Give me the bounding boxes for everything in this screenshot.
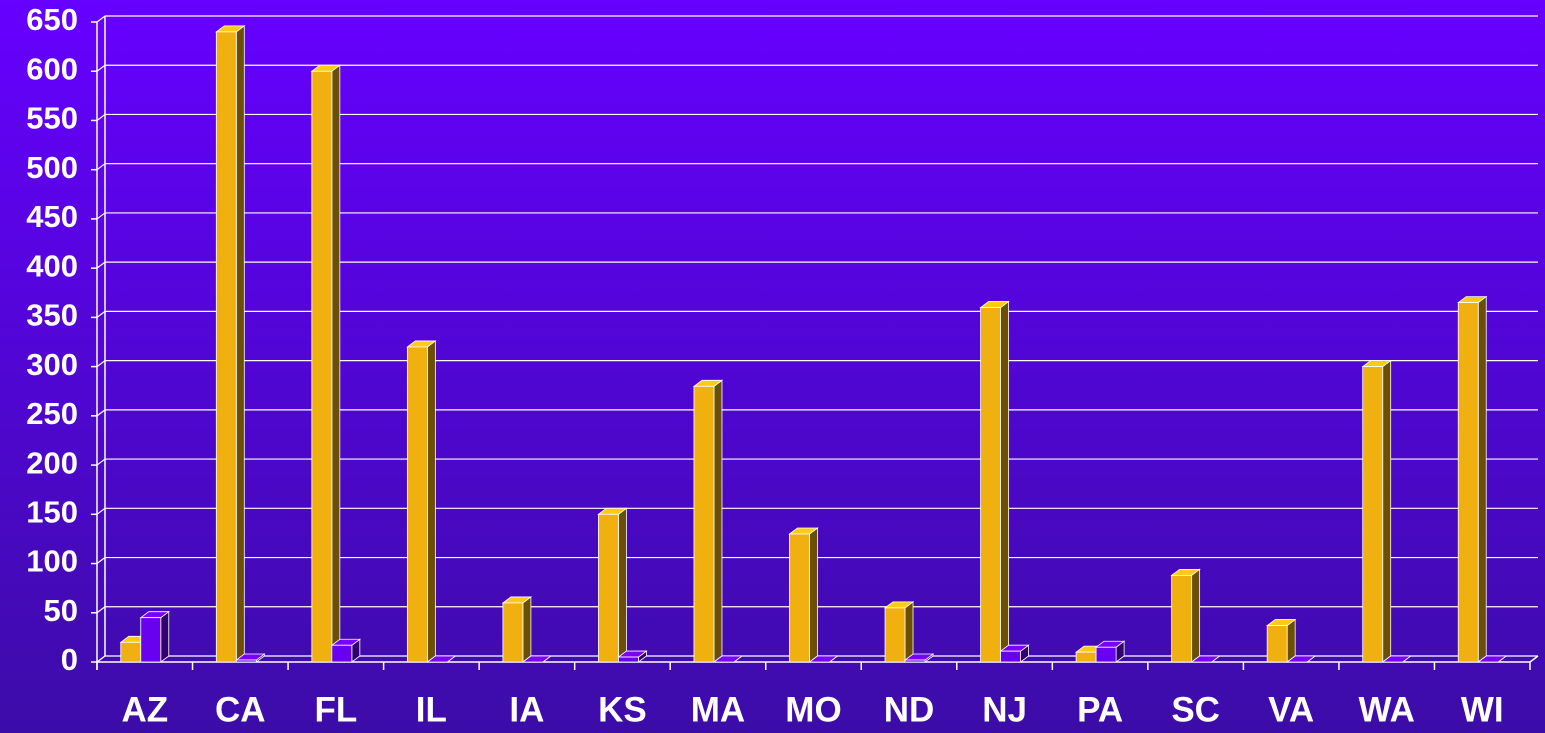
grid-line-depth <box>96 360 106 368</box>
grid-line-depth <box>96 606 106 614</box>
bar-top <box>1285 655 1317 663</box>
bar <box>331 644 353 663</box>
y-tick-label: 350 <box>26 298 78 333</box>
bar <box>1362 366 1384 663</box>
bar-side <box>904 601 914 663</box>
y-tick-label: 250 <box>26 396 78 431</box>
grid-line-depth <box>96 261 106 269</box>
x-tick-label: MA <box>691 690 745 729</box>
grid-line-depth <box>96 310 106 318</box>
bar <box>1075 651 1097 663</box>
grid-line-depth <box>96 409 106 417</box>
x-tick-label: MO <box>785 690 841 729</box>
grid-line-depth <box>96 212 106 220</box>
grid-line-depth <box>96 557 106 565</box>
y-tick-label: 650 <box>26 2 78 37</box>
bar <box>1095 646 1117 663</box>
bar <box>1171 574 1193 663</box>
x-tick-label: WI <box>1461 690 1504 729</box>
x-tick-label: VA <box>1268 690 1314 729</box>
bar-side <box>235 25 245 663</box>
bar <box>693 385 715 663</box>
y-tick-label: 100 <box>26 544 78 579</box>
bar-top <box>808 655 839 663</box>
bar-top <box>712 655 744 663</box>
bar <box>789 533 810 663</box>
x-tick-label: NJ <box>982 690 1027 729</box>
bar-side <box>331 64 341 663</box>
bar-side <box>809 527 818 663</box>
grid-line-depth <box>96 64 106 72</box>
x-tick-label: FL <box>314 690 357 729</box>
x-tick-label: AZ <box>121 690 168 729</box>
bar <box>980 307 1001 663</box>
bar <box>215 31 237 663</box>
y-tick-label: 450 <box>26 199 78 234</box>
y-tick-label: 600 <box>26 51 78 86</box>
bar-side <box>426 340 436 663</box>
grid-line-depth <box>96 655 106 663</box>
bar <box>618 656 639 663</box>
bar-side <box>1000 300 1009 663</box>
grid-line-depth <box>96 507 106 515</box>
bar <box>140 617 162 663</box>
bar-side <box>1477 295 1487 663</box>
bar-top <box>1190 655 1221 663</box>
bar <box>1266 625 1288 663</box>
x-tick-label: WA <box>1359 690 1415 729</box>
bar-side <box>160 610 170 663</box>
bar <box>884 607 906 663</box>
bar-top <box>1477 655 1508 663</box>
bar-top <box>426 655 457 663</box>
bar-side <box>618 507 627 663</box>
x-axis-depth <box>1529 655 1539 663</box>
y-tick-label: 150 <box>26 494 78 529</box>
bar <box>120 641 142 663</box>
x-tick-label: KS <box>598 690 647 729</box>
bar-side <box>1286 618 1296 663</box>
x-tick-label: PA <box>1077 690 1123 729</box>
y-tick-label: 50 <box>44 593 78 628</box>
y-tick-label: 200 <box>26 445 78 480</box>
y-tick-label: 0 <box>61 642 78 677</box>
bar <box>235 659 257 663</box>
bar <box>406 346 428 663</box>
x-tick-label: IL <box>416 690 447 729</box>
bar <box>1457 302 1479 663</box>
grid-line-depth <box>96 113 106 121</box>
x-tick-label: SC <box>1171 690 1220 729</box>
bar-side <box>713 379 723 663</box>
bar-side <box>1191 568 1201 663</box>
x-tick-label: ND <box>884 690 935 729</box>
bar-top <box>1381 655 1412 663</box>
grid-line-depth <box>96 163 106 171</box>
bar <box>1000 650 1021 663</box>
bar-side <box>522 596 532 663</box>
bar <box>904 659 926 663</box>
y-tick-label: 300 <box>26 347 78 382</box>
bar-side <box>1382 359 1392 663</box>
bar-top <box>521 655 553 663</box>
bar <box>502 602 524 663</box>
x-tick-label: CA <box>215 690 266 729</box>
x-tick-label: IA <box>509 690 544 729</box>
y-tick-label: 500 <box>26 150 78 185</box>
y-tick-label: 550 <box>26 101 78 136</box>
grid-line-depth <box>96 458 106 466</box>
grid-line-depth <box>96 15 106 23</box>
bar <box>311 70 333 663</box>
y-tick-label: 400 <box>26 248 78 283</box>
bar <box>598 513 619 663</box>
